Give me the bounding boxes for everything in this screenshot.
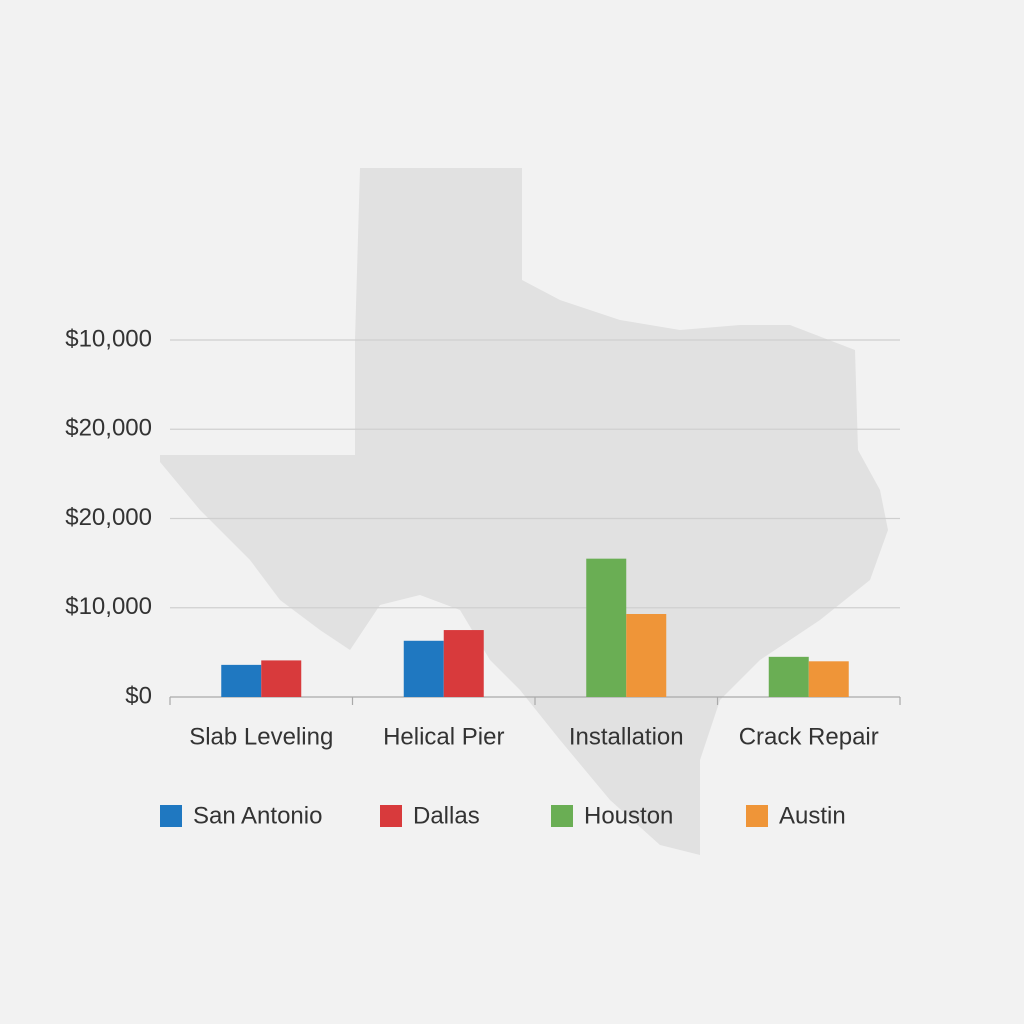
x-tick-label: Slab Leveling — [189, 723, 333, 750]
y-tick-label: $10,000 — [65, 593, 152, 620]
legend-swatch — [160, 805, 182, 827]
bar — [586, 558, 627, 697]
legend-label: Houston — [584, 802, 673, 829]
bar — [768, 656, 809, 697]
x-tick-label: Helical Pier — [383, 723, 504, 750]
x-tick-label: Crack Repair — [739, 723, 879, 750]
bar — [261, 660, 302, 697]
bar — [221, 664, 262, 697]
bar — [626, 613, 667, 697]
bar — [443, 630, 484, 697]
y-tick-label: $20,000 — [65, 504, 152, 531]
legend-label: Austin — [779, 802, 846, 829]
y-tick-label: $0 — [125, 682, 152, 709]
x-tick-label: Installation — [569, 723, 684, 750]
legend-label: San Antonio — [193, 802, 322, 829]
legend-swatch — [380, 805, 402, 827]
legend-swatch — [551, 805, 573, 827]
legend-swatch — [746, 805, 768, 827]
legend-label: Dallas — [413, 802, 480, 829]
y-tick-label: $20,000 — [65, 415, 152, 442]
bar — [403, 640, 444, 697]
y-tick-label: $10,000 — [65, 325, 152, 352]
bar — [808, 661, 849, 697]
